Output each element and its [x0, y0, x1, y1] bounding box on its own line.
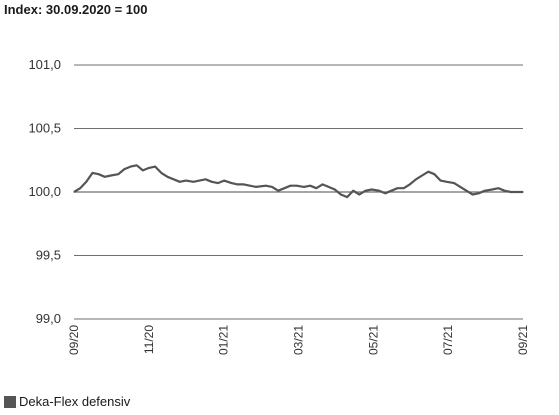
data-point	[173, 178, 175, 180]
y-tick-label: 99,5	[36, 248, 61, 263]
y-tick-label: 99,0	[36, 311, 61, 326]
data-point	[510, 191, 512, 193]
chart-title: Index: 30.09.2020 = 100	[4, 2, 148, 17]
data-point	[340, 193, 342, 196]
data-point	[421, 174, 423, 177]
data-point	[85, 181, 87, 183]
data-point	[129, 166, 132, 168]
legend: Deka-Flex defensiv	[4, 394, 130, 409]
data-point	[433, 173, 436, 175]
y-tick-label: 100,5	[28, 121, 61, 136]
data-point	[396, 187, 399, 189]
data-point	[243, 183, 245, 185]
data-point	[403, 187, 405, 189]
data-point	[321, 183, 324, 185]
data-point	[334, 188, 336, 191]
data-point	[123, 168, 126, 170]
data-point	[185, 179, 187, 182]
data-point	[98, 173, 100, 175]
data-point	[148, 167, 150, 169]
data-point	[358, 193, 360, 196]
data-point	[378, 190, 380, 192]
data-point	[364, 190, 367, 192]
y-tick-label: 101,0	[28, 57, 61, 72]
data-point	[471, 193, 474, 196]
data-point	[315, 187, 317, 189]
data-point	[484, 190, 486, 192]
data-point	[522, 191, 524, 193]
data-point	[453, 182, 455, 184]
data-point	[371, 188, 373, 191]
data-point	[384, 192, 386, 194]
data-point	[160, 172, 162, 174]
data-point	[154, 166, 156, 168]
data-point	[249, 185, 251, 187]
data-point	[415, 178, 417, 180]
data-point	[117, 173, 119, 175]
x-tick-label: 09/20	[67, 325, 81, 355]
data-point	[503, 190, 506, 192]
data-point	[296, 185, 298, 187]
data-point	[192, 181, 194, 183]
data-point	[104, 176, 106, 178]
x-tick-label: 11/20	[142, 325, 156, 354]
data-point	[459, 186, 461, 188]
data-point	[91, 172, 94, 174]
data-point	[446, 181, 448, 183]
data-point	[309, 185, 311, 187]
data-point	[497, 187, 499, 189]
data-point	[166, 176, 169, 178]
data-point	[79, 187, 81, 189]
y-tick-label: 100,0	[28, 184, 61, 199]
data-point	[303, 186, 305, 188]
data-point	[346, 196, 348, 198]
data-point	[478, 192, 480, 194]
data-point	[255, 186, 257, 188]
data-point	[73, 191, 75, 193]
data-point	[198, 179, 201, 182]
data-point	[427, 171, 429, 173]
x-tick-label: 01/21	[217, 325, 231, 355]
data-point	[136, 164, 138, 166]
legend-label: Deka-Flex defensiv	[19, 394, 131, 409]
data-point	[110, 174, 112, 177]
data-point	[289, 185, 292, 187]
data-point	[516, 191, 518, 193]
data-point	[271, 186, 273, 188]
x-tick-label: 07/21	[441, 325, 455, 355]
data-point	[237, 183, 239, 185]
x-tick-label: 03/21	[292, 325, 306, 355]
data-point	[205, 178, 207, 180]
data-point	[352, 190, 354, 192]
data-point	[277, 190, 279, 192]
data-point	[465, 190, 468, 192]
data-point	[283, 187, 285, 189]
x-axis-tick-labels: 09/20 11/20 01/21 03/21 05/21 07/21 09/21	[67, 325, 530, 355]
x-tick-label: 05/21	[366, 325, 380, 355]
data-point	[179, 181, 181, 183]
x-tick-label: 09/21	[516, 325, 530, 355]
data-point	[328, 186, 330, 188]
series-line	[73, 164, 523, 199]
data-point	[409, 183, 411, 185]
data-point	[211, 181, 213, 183]
data-point	[265, 185, 267, 187]
data-point	[230, 182, 233, 184]
legend-swatch	[4, 395, 16, 408]
data-point	[217, 182, 219, 184]
grid-lines	[74, 64, 523, 320]
series-layer	[73, 164, 524, 199]
data-point	[223, 179, 225, 182]
data-point	[439, 179, 442, 182]
data-point	[390, 190, 392, 192]
data-point	[491, 188, 493, 191]
y-axis-tick-labels: 101,0 100,5 100,0 99,5 99,0	[28, 57, 61, 326]
data-point	[142, 169, 144, 172]
